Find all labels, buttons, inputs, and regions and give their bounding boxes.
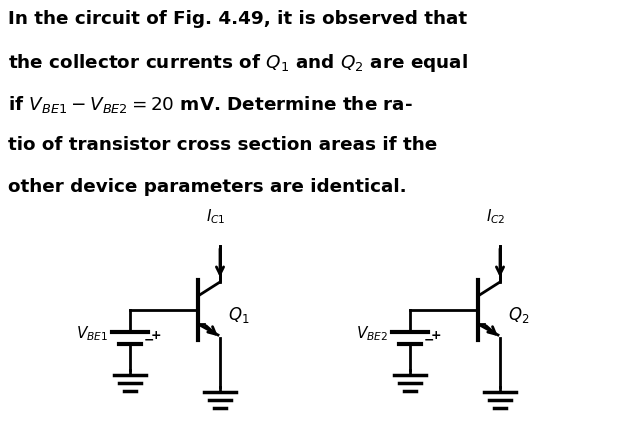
Text: $V_{BE1}$: $V_{BE1}$ bbox=[76, 325, 108, 343]
Text: $I_{C2}$: $I_{C2}$ bbox=[486, 207, 506, 226]
Text: +: + bbox=[151, 329, 162, 342]
Text: other device parameters are identical.: other device parameters are identical. bbox=[8, 178, 406, 196]
Text: $Q_1$: $Q_1$ bbox=[228, 305, 250, 325]
Text: −: − bbox=[144, 334, 154, 347]
Text: $I_{C1}$: $I_{C1}$ bbox=[206, 207, 226, 226]
Text: tio of transistor cross section areas if the: tio of transistor cross section areas if… bbox=[8, 136, 438, 154]
Text: $Q_2$: $Q_2$ bbox=[508, 305, 530, 325]
Text: −: − bbox=[424, 334, 434, 347]
Text: if $V_{BE1} - V_{BE2} = 20$ mV. Determine the ra-: if $V_{BE1} - V_{BE2} = 20$ mV. Determin… bbox=[8, 94, 413, 115]
Text: $V_{BE2}$: $V_{BE2}$ bbox=[356, 325, 388, 343]
Text: +: + bbox=[431, 329, 441, 342]
Text: In the circuit of Fig. 4.49, it is observed that: In the circuit of Fig. 4.49, it is obser… bbox=[8, 10, 467, 28]
Text: the collector currents of $Q_1$ and $Q_2$ are equal: the collector currents of $Q_1$ and $Q_2… bbox=[8, 52, 468, 74]
